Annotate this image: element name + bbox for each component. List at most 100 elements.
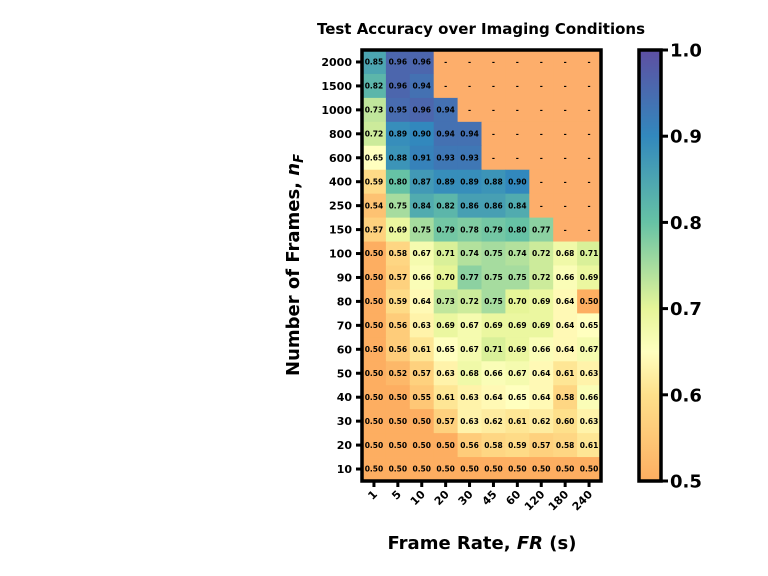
y-tick-label: 90	[337, 271, 353, 284]
heatmap-cell	[362, 361, 387, 386]
cell-value-label: 0.87	[412, 177, 431, 186]
heatmap-cell	[577, 457, 602, 482]
heatmap-cell	[481, 145, 506, 171]
cell-value-label: 0.61	[508, 417, 527, 426]
cell-value-label: 0.64	[412, 297, 431, 306]
heatmap-cell	[529, 193, 554, 219]
cell-value-label: 0.50	[436, 441, 455, 450]
cell-value-label: 0.50	[412, 465, 431, 474]
heatmap-cell	[457, 241, 482, 266]
cell-value-label: 0.67	[412, 249, 431, 258]
heatmap-cell	[505, 169, 530, 195]
cell-value-label: -	[540, 130, 543, 139]
cell-value-label: -	[492, 106, 495, 115]
cell-value-label: -	[564, 153, 567, 162]
cell-value-label: 0.68	[460, 369, 479, 378]
cell-value-label: 0.65	[580, 321, 599, 330]
heatmap-cell	[409, 169, 435, 195]
cell-value-label: 0.64	[484, 393, 503, 402]
cell-value-label: 0.50	[532, 465, 551, 474]
heatmap-cell	[505, 241, 530, 266]
heatmap-cell	[529, 361, 554, 386]
heatmap-cell	[577, 337, 602, 362]
cell-value-label: 0.86	[484, 201, 503, 210]
heatmap-cell	[362, 193, 387, 219]
cell-value-label: 0.94	[412, 82, 431, 91]
heatmap-cell	[362, 241, 387, 266]
heatmap-cell	[409, 289, 435, 314]
heatmap-cell	[577, 313, 602, 338]
cell-value-label: -	[540, 177, 543, 186]
colorbar-tick-label: 0.5	[670, 472, 702, 493]
heatmap-cell	[457, 265, 482, 290]
heatmap-cell	[577, 73, 602, 99]
cell-value-label: 0.63	[412, 321, 431, 330]
heatmap-cell	[385, 337, 411, 362]
heatmap-cell	[529, 73, 554, 99]
heatmap-cell	[409, 193, 435, 219]
cell-value-label: 0.69	[580, 273, 599, 282]
heatmap-cell	[362, 217, 387, 242]
heatmap-cell	[409, 433, 435, 458]
cell-value-label: -	[587, 58, 590, 67]
heatmap-cell	[385, 313, 411, 338]
heatmap-cell	[505, 265, 530, 290]
heatmap-cell	[577, 145, 602, 171]
cell-value-label: 0.59	[365, 177, 384, 186]
heatmap-cell	[553, 169, 578, 195]
cell-value-label: 0.66	[412, 273, 431, 282]
heatmap-cell	[409, 361, 435, 386]
y-tick-label: 2000	[321, 56, 352, 69]
heatmap-cell	[505, 73, 530, 99]
heatmap-cell	[433, 433, 458, 458]
heatmap-cell	[529, 50, 554, 75]
heatmap-cell	[553, 50, 578, 75]
cell-value-label: -	[564, 177, 567, 186]
y-tick-label: 150	[329, 224, 352, 237]
heatmap-cell	[457, 193, 482, 219]
cell-value-label: 0.67	[508, 369, 527, 378]
heatmap-cell	[481, 457, 506, 482]
heatmap-cell	[577, 50, 602, 75]
heatmap-cell	[362, 169, 387, 195]
heatmap-cell	[457, 457, 482, 482]
cell-value-label: 0.64	[532, 369, 551, 378]
heatmap-cell	[481, 433, 506, 458]
cell-value-label: 0.61	[556, 369, 575, 378]
cell-value-label: 0.89	[389, 130, 408, 139]
colorbar-tick-label: 1.0	[670, 41, 702, 62]
heatmap-cell	[362, 457, 387, 482]
cell-value-label: 0.84	[412, 201, 431, 210]
x-axis-label: Frame Rate, FR (s)	[388, 533, 577, 554]
heatmap-cell	[362, 385, 387, 410]
cell-value-label: 0.50	[365, 321, 384, 330]
heatmap-cell	[385, 145, 411, 171]
cell-value-label: -	[587, 225, 590, 234]
cell-value-label: 0.63	[580, 369, 599, 378]
cell-value-label: 0.50	[484, 465, 503, 474]
heatmap-cell	[481, 217, 506, 242]
cell-value-label: 0.63	[436, 369, 455, 378]
heatmap-cell	[457, 121, 482, 147]
x-tick-label: 30	[456, 488, 476, 508]
cell-value-label: 0.50	[389, 441, 408, 450]
cell-value-label: 0.59	[508, 441, 527, 450]
heatmap-cell	[553, 217, 578, 242]
heatmap-cell	[481, 289, 506, 314]
heatmap-cell	[553, 313, 578, 338]
cell-value-label: 0.82	[436, 201, 455, 210]
colorbar-tick-label: 0.6	[670, 385, 702, 406]
heatmap-cell	[433, 337, 458, 362]
heatmap-cell	[433, 50, 458, 75]
heatmap-cell	[362, 265, 387, 290]
heatmap-cell	[481, 193, 506, 219]
cell-value-label: -	[540, 82, 543, 91]
cell-value-label: 0.79	[436, 225, 455, 234]
cell-value-label: -	[468, 58, 471, 67]
cell-value-label: 0.50	[389, 465, 408, 474]
cell-value-label: 0.56	[460, 441, 479, 450]
heatmap-cell	[385, 50, 411, 75]
y-tick-label: 400	[329, 176, 352, 189]
cell-value-label: 0.56	[389, 321, 408, 330]
